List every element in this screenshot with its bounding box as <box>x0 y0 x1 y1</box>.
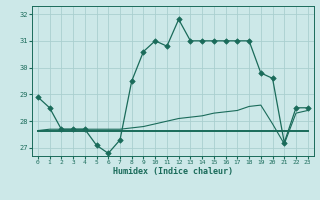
X-axis label: Humidex (Indice chaleur): Humidex (Indice chaleur) <box>113 167 233 176</box>
